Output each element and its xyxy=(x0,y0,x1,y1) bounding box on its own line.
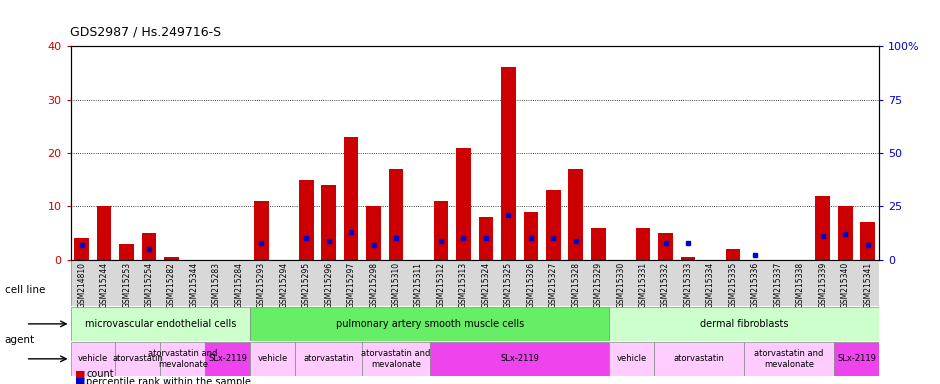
Bar xyxy=(250,307,609,341)
Text: GDS2987 / Hs.249716-S: GDS2987 / Hs.249716-S xyxy=(70,25,222,38)
Bar xyxy=(838,206,853,260)
Text: GSM215295: GSM215295 xyxy=(302,262,311,308)
Text: GSM215312: GSM215312 xyxy=(436,262,446,308)
Bar xyxy=(681,257,696,260)
Bar xyxy=(363,342,430,376)
Text: GSM214810: GSM214810 xyxy=(77,262,86,308)
Bar xyxy=(119,244,133,260)
Text: GSM215282: GSM215282 xyxy=(167,262,176,308)
Text: GSM215296: GSM215296 xyxy=(324,262,334,308)
Bar xyxy=(546,190,560,260)
Text: GSM215253: GSM215253 xyxy=(122,262,132,308)
Text: GSM215298: GSM215298 xyxy=(369,262,378,308)
Text: count: count xyxy=(86,369,114,379)
Bar xyxy=(161,342,205,376)
Text: GSM215311: GSM215311 xyxy=(414,262,423,308)
Bar xyxy=(250,342,295,376)
Text: vehicle: vehicle xyxy=(78,354,108,363)
Text: GSM215338: GSM215338 xyxy=(796,262,805,308)
Bar xyxy=(609,342,654,376)
Text: GSM215283: GSM215283 xyxy=(212,262,221,308)
Bar xyxy=(524,212,538,260)
Bar xyxy=(591,228,605,260)
Bar xyxy=(433,201,448,260)
Text: GSM215325: GSM215325 xyxy=(504,262,513,308)
Text: GSM215339: GSM215339 xyxy=(818,262,827,308)
Text: GSM215244: GSM215244 xyxy=(100,262,109,308)
Bar xyxy=(635,228,650,260)
Text: GSM215328: GSM215328 xyxy=(572,262,580,308)
Bar xyxy=(430,342,609,376)
Bar xyxy=(609,307,879,341)
Text: GSM215327: GSM215327 xyxy=(549,262,557,308)
Text: GSM215331: GSM215331 xyxy=(638,262,648,308)
Bar xyxy=(70,307,250,341)
Bar xyxy=(344,137,358,260)
Bar xyxy=(70,342,116,376)
Text: atorvastatin and
mevalonate: atorvastatin and mevalonate xyxy=(149,349,217,369)
Text: GSM215284: GSM215284 xyxy=(234,262,243,308)
Text: GSM215329: GSM215329 xyxy=(594,262,603,308)
Text: GSM215337: GSM215337 xyxy=(774,262,782,308)
Bar xyxy=(860,222,875,260)
Bar xyxy=(295,342,363,376)
Text: vehicle: vehicle xyxy=(617,354,647,363)
Text: GSM215330: GSM215330 xyxy=(616,262,625,308)
Text: GSM215341: GSM215341 xyxy=(863,262,872,308)
Text: pulmonary artery smooth muscle cells: pulmonary artery smooth muscle cells xyxy=(336,319,524,329)
Text: vehicle: vehicle xyxy=(258,354,288,363)
Bar xyxy=(321,185,336,260)
Text: atorvastatin: atorvastatin xyxy=(113,354,164,363)
Bar xyxy=(501,68,516,260)
Text: GSM215335: GSM215335 xyxy=(728,262,738,308)
Bar xyxy=(658,233,673,260)
Text: cell line: cell line xyxy=(5,285,45,295)
Bar xyxy=(299,180,314,260)
Text: GSM215334: GSM215334 xyxy=(706,262,715,308)
Bar xyxy=(367,206,381,260)
Text: ■: ■ xyxy=(75,377,86,384)
Bar xyxy=(478,217,494,260)
Bar xyxy=(456,147,471,260)
Text: GSM215254: GSM215254 xyxy=(145,262,153,308)
Text: GSM215324: GSM215324 xyxy=(481,262,491,308)
Text: atorvastatin: atorvastatin xyxy=(674,354,725,363)
Text: GSM215294: GSM215294 xyxy=(279,262,289,308)
Bar xyxy=(142,233,156,260)
Bar xyxy=(834,342,879,376)
Bar xyxy=(74,238,89,260)
Bar xyxy=(205,342,250,376)
Bar xyxy=(116,342,161,376)
Text: agent: agent xyxy=(5,335,35,345)
Bar xyxy=(164,257,179,260)
Bar xyxy=(569,169,583,260)
Text: microvascular endothelial cells: microvascular endothelial cells xyxy=(85,319,236,329)
Text: GSM215326: GSM215326 xyxy=(526,262,536,308)
Text: atorvastatin and
mevalonate: atorvastatin and mevalonate xyxy=(755,349,823,369)
Bar xyxy=(816,196,830,260)
Text: GSM215293: GSM215293 xyxy=(257,262,266,308)
Text: SLx-2119: SLx-2119 xyxy=(209,354,247,363)
Bar xyxy=(389,169,403,260)
Text: GSM215332: GSM215332 xyxy=(661,262,670,308)
Text: GSM215340: GSM215340 xyxy=(840,262,850,308)
Bar xyxy=(654,342,744,376)
Text: GSM215310: GSM215310 xyxy=(392,262,400,308)
Text: GSM215313: GSM215313 xyxy=(459,262,468,308)
Text: ■: ■ xyxy=(75,369,86,379)
Text: GSM215297: GSM215297 xyxy=(347,262,355,308)
Text: SLx-2119: SLx-2119 xyxy=(837,354,876,363)
Bar xyxy=(726,249,740,260)
Text: atorvastatin: atorvastatin xyxy=(304,354,354,363)
Bar xyxy=(254,201,269,260)
Text: GSM215344: GSM215344 xyxy=(190,262,198,308)
Text: percentile rank within the sample: percentile rank within the sample xyxy=(86,377,252,384)
Text: SLx-2119: SLx-2119 xyxy=(500,354,539,363)
Text: dermal fibroblasts: dermal fibroblasts xyxy=(700,319,789,329)
Bar xyxy=(744,342,834,376)
Text: GSM215336: GSM215336 xyxy=(751,262,760,308)
Text: GSM215333: GSM215333 xyxy=(683,262,693,308)
Text: atorvastatin and
mevalonate: atorvastatin and mevalonate xyxy=(361,349,431,369)
Bar xyxy=(97,206,112,260)
